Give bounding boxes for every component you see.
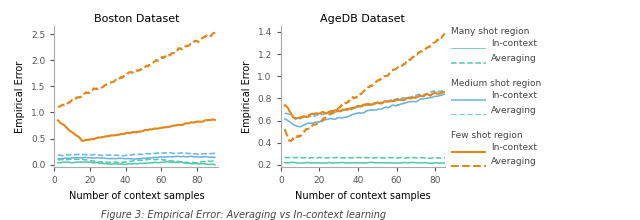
X-axis label: Number of context samples: Number of context samples xyxy=(295,191,431,201)
Text: In-context: In-context xyxy=(491,143,537,152)
Text: In-context: In-context xyxy=(491,40,537,48)
Y-axis label: Empirical Error: Empirical Error xyxy=(15,61,26,133)
Text: Many shot region: Many shot region xyxy=(451,28,529,37)
Text: Few shot region: Few shot region xyxy=(451,131,523,140)
Y-axis label: Empirical Error: Empirical Error xyxy=(242,61,252,133)
Text: Averaging: Averaging xyxy=(491,106,536,114)
Text: Figure 3: Empirical Error: Averaging vs In-context learning: Figure 3: Empirical Error: Averaging vs … xyxy=(100,210,386,220)
Title: AgeDB Dataset: AgeDB Dataset xyxy=(321,14,405,24)
Text: Averaging: Averaging xyxy=(491,54,536,63)
Text: Averaging: Averaging xyxy=(491,157,536,166)
X-axis label: Number of context samples: Number of context samples xyxy=(68,191,204,201)
Text: Medium shot region: Medium shot region xyxy=(451,79,541,88)
Text: In-context: In-context xyxy=(491,91,537,100)
Title: Boston Dataset: Boston Dataset xyxy=(93,14,179,24)
